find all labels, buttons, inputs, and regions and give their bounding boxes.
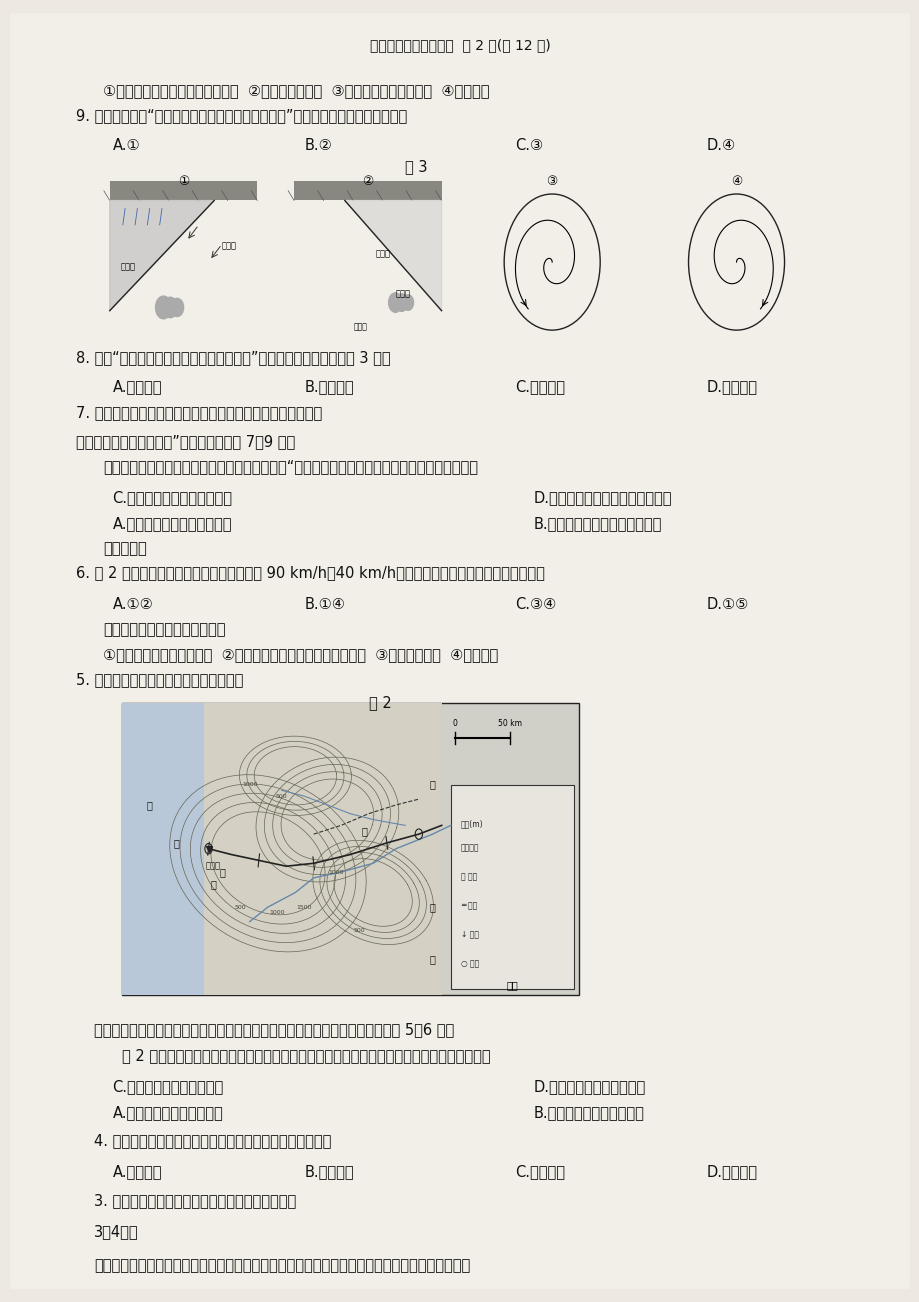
Text: 500: 500 (234, 905, 246, 910)
Bar (121, 703, 204, 995)
Text: B.甲路段经过的城市比乙路段多: B.甲路段经过的城市比乙路段多 (533, 516, 661, 531)
Text: 0: 0 (452, 719, 458, 728)
Text: 等高线及: 等高线及 (460, 842, 479, 852)
Text: A.气候因素: A.气候因素 (112, 1164, 162, 1180)
Text: 图例: 图例 (506, 980, 518, 990)
Text: 唐代诗人白居易的《杜陵叟》中有这样的诗句：“三月无雨旱风起，麦苗不秀多黄死。九月霜降秋: 唐代诗人白居易的《杜陵叟》中有这样的诗句：“三月无雨旱风起，麦苗不秀多黄死。九月… (103, 460, 478, 474)
Text: ═ 鐵路: ═ 鐵路 (460, 901, 476, 910)
Text: A.遥感技术、地理信息系统: A.遥感技术、地理信息系统 (112, 1105, 223, 1120)
Text: 早寒，禾穗未熟皆青举。”读此诗句回答第 7～9 题。: 早寒，禾穗未熟皆青举。”读此诗句回答第 7～9 题。 (76, 435, 295, 449)
FancyBboxPatch shape (10, 13, 909, 1289)
Text: C.东北地区: C.东北地区 (515, 379, 564, 393)
Polygon shape (345, 201, 441, 311)
Circle shape (388, 293, 402, 312)
Text: ①: ① (177, 174, 189, 187)
Text: 1000: 1000 (269, 910, 285, 915)
Text: C.甲路段地形较乙路段要平坦: C.甲路段地形较乙路段要平坦 (112, 491, 233, 505)
Text: A.甲路段人口密度比乙路段小: A.甲路段人口密度比乙路段小 (112, 516, 232, 531)
Text: 热度四大板块。通过百度迁徙动态图能直观的确定迁入人口的来源和迁出人口的去向。据此回答第: 热度四大板块。通过百度迁徙动态图能直观的确定迁入人口的来源和迁出人口的去向。据此… (94, 1258, 470, 1273)
Text: 亚: 亚 (429, 780, 435, 789)
Bar (109, 181, 257, 201)
Text: B.①④: B.①④ (304, 596, 345, 612)
Text: 5. 在洛比托建设大型炼油厂的优势区位是: 5. 在洛比托建设大型炼油厂的优势区位是 (76, 672, 243, 686)
Text: B.②: B.② (304, 138, 332, 152)
Text: ③: ③ (546, 174, 557, 187)
Text: 港口相连，便于向邻国出口石油: 港口相连，便于向邻国出口石油 (103, 622, 226, 638)
Text: A.华北地区: A.华北地区 (112, 379, 162, 393)
Text: 50 km: 50 km (498, 719, 522, 728)
Text: 3、4题。: 3、4题。 (94, 1224, 139, 1240)
Polygon shape (109, 201, 214, 311)
Text: D.遥感技术、全球定位系统: D.遥感技术、全球定位系统 (533, 1079, 645, 1094)
Text: C.③④: C.③④ (515, 596, 555, 612)
Text: ①兴修水利工程，实行跨流域调水  ②大量开采地下水  ③推广先进节水灌溉技术  ④大力发展: ①兴修水利工程，实行跨流域调水 ②大量开采地下水 ③推广先进节水灌溉技术 ④大力… (103, 83, 489, 98)
Circle shape (155, 296, 171, 319)
Bar (294, 181, 441, 201)
Text: 500: 500 (276, 794, 287, 798)
Text: C.③: C.③ (515, 138, 542, 152)
Text: 洋: 洋 (146, 799, 152, 810)
Bar (204, 703, 441, 995)
Text: B.四川盆地: B.四川盆地 (304, 379, 354, 393)
Text: 洛比托: 洛比托 (205, 862, 221, 871)
Circle shape (163, 297, 177, 318)
Text: 冷气团: 冷气团 (353, 322, 367, 331)
Text: C.经济条件: C.经济条件 (515, 1164, 564, 1180)
Text: 暖气团: 暖气团 (221, 241, 237, 250)
Bar (450, 785, 573, 988)
Text: ②: ② (362, 174, 373, 187)
Text: 图 3: 图 3 (404, 160, 427, 174)
Text: ①沿海港口城市，海运便利  ②发展炼油工业历史悠久，技术先进  ③接近石油产地  ④有鐵路与: ①沿海港口城市，海运便利 ②发展炼油工业历史悠久，技术先进 ③接近石油产地 ④有… (103, 647, 498, 663)
Text: 大: 大 (210, 879, 216, 889)
Text: 原: 原 (429, 902, 435, 911)
Text: 8. 导致“九月霜降秋早寒，禾穗未熟皆青举”出现的天气系统可能是图 3 中的: 8. 导致“九月霜降秋早寒，禾穗未熟皆青举”出现的天气系统可能是图 3 中的 (76, 350, 391, 366)
Text: 500: 500 (353, 928, 365, 934)
Text: 的主要原因: 的主要原因 (103, 540, 147, 556)
Text: D.甲路段穿过的河流比乙路段要少: D.甲路段穿过的河流比乙路段要少 (533, 491, 671, 505)
Text: C.地理信息系统、数字地球: C.地理信息系统、数字地球 (112, 1079, 223, 1094)
Text: 冷气团: 冷气团 (375, 249, 391, 258)
Text: D.华南地区: D.华南地区 (706, 379, 757, 393)
Text: 比: 比 (429, 954, 435, 965)
Text: 9. 为了减轻类似“三月无雨旱风起，麦苗不秀多黄死”的灾情，宜采取的措施主要有: 9. 为了减轻类似“三月无雨旱风起，麦苗不秀多黄死”的灾情，宜采取的措施主要有 (76, 108, 407, 122)
Text: ○ 城市: ○ 城市 (460, 960, 479, 969)
Text: 暖气团: 暖气团 (395, 289, 410, 298)
Text: D.国家政策: D.国家政策 (706, 1164, 757, 1180)
Text: 4. 百度地图春节人口迁徙大数据主要运用的地理信息技术是: 4. 百度地图春节人口迁徙大数据主要运用的地理信息技术是 (94, 1133, 331, 1148)
Text: 7. 以上诗句反映的是我国哪个地区农业生产常见的气象灾害？: 7. 以上诗句反映的是我国哪个地区农业生产常见的气象灾害？ (76, 405, 322, 419)
Text: A.①②: A.①② (112, 596, 153, 612)
Text: 甲: 甲 (219, 867, 225, 878)
Circle shape (395, 294, 407, 311)
Text: A.①: A.① (112, 138, 140, 152)
Bar (121, 703, 578, 995)
Text: ↓ 港口: ↓ 港口 (460, 931, 478, 939)
Text: 图 2: 图 2 (369, 695, 391, 710)
Text: 乙: 乙 (360, 827, 367, 836)
Text: 国家。洛比托大型炼油厂和图中所示鐵路是我国与该国合作的典范。据此回答第 5、6 题。: 国家。洛比托大型炼油厂和图中所示鐵路是我国与该国合作的典范。据此回答第 5、6 … (94, 1022, 454, 1036)
Text: ～ 河流: ～ 河流 (460, 872, 476, 881)
Text: 1000: 1000 (242, 783, 257, 786)
Text: B.全球定位系统、数字地球: B.全球定位系统、数字地球 (533, 1105, 643, 1120)
Text: 6. 图 2 中甲、乙两路段列车设计速度分别为 90 km/h，40 km/h。导致甲、乙两路段列车设计速度差异: 6. 图 2 中甲、乙两路段列车设计速度分别为 90 km/h，40 km/h。… (76, 565, 544, 581)
Text: D.①⑤: D.①⑤ (706, 596, 748, 612)
Text: 1500: 1500 (297, 905, 312, 910)
Circle shape (171, 298, 184, 316)
Circle shape (403, 294, 413, 310)
Text: 图 2 是非洲国家安哥拉局部地区略图。该国沿海石油资源丰富，是高度依赖原油出口的发展中: 图 2 是非洲国家安哥拉局部地区略图。该国沿海石油资源丰富，是高度依赖原油出口的… (121, 1048, 490, 1062)
Text: D.④: D.④ (706, 138, 735, 152)
Text: 1000: 1000 (328, 870, 344, 875)
Text: ④: ④ (730, 174, 742, 187)
Text: 高程(m): 高程(m) (460, 819, 482, 828)
Text: 冷气团: 冷气团 (120, 262, 135, 271)
Text: 文科综合能力测试试题  第 2 页(共 12 页): 文科综合能力测试试题 第 2 页(共 12 页) (369, 38, 550, 52)
Text: 西: 西 (174, 838, 179, 848)
Text: B.传统观念: B.传统观念 (304, 1164, 354, 1180)
Text: 3. 导致我国春节期间人口大规模迁徙的直接原因是: 3. 导致我国春节期间人口大规模迁徙的直接原因是 (94, 1193, 296, 1208)
